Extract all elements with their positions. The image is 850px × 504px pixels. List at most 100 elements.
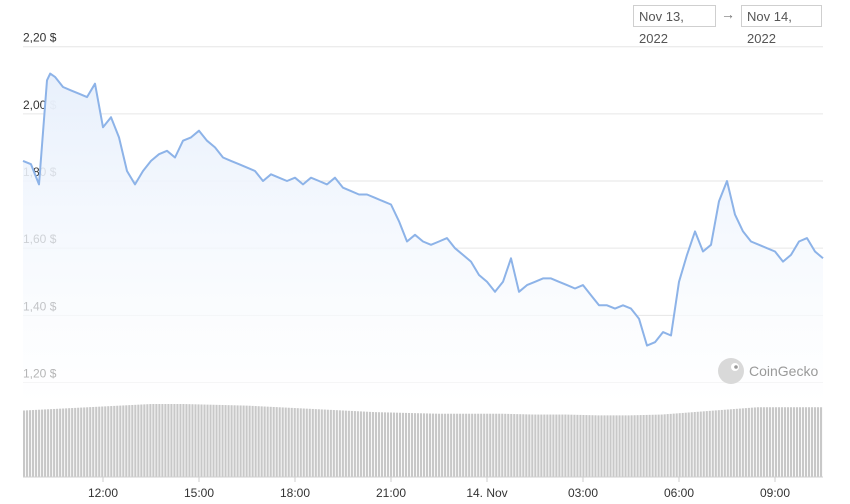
volume-bar: [510, 413, 513, 477]
volume-bar: [612, 415, 615, 477]
volume-bar: [341, 410, 344, 477]
volume-bar: [495, 413, 498, 477]
volume-bar: [774, 407, 777, 477]
volume-bar: [498, 413, 501, 477]
volume-bar: [191, 404, 194, 477]
volume-bar: [750, 407, 753, 477]
volume-bar: [224, 405, 227, 477]
volume-bar: [633, 415, 636, 477]
volume-bar: [245, 405, 248, 477]
price-line: [22, 72, 824, 347]
date-range-to[interactable]: Nov 14, 2022: [741, 5, 822, 46]
volume-bar: [588, 415, 591, 477]
volume-bar: [630, 415, 633, 477]
volume-bar: [723, 409, 726, 477]
volume-bar: [389, 412, 393, 477]
volume-bar: [447, 413, 450, 477]
volume-bar: [386, 412, 390, 477]
volume-bar: [582, 414, 585, 477]
volume-bar: [290, 407, 293, 477]
volume-bar: [248, 405, 251, 477]
volume-bar: [53, 408, 56, 477]
volume-bar: [765, 407, 768, 477]
volume-bar: [600, 415, 603, 477]
volume-bar: [236, 405, 239, 477]
volume-bar: [182, 404, 185, 477]
volume-bar: [615, 415, 618, 477]
volume-bar: [179, 404, 182, 477]
volume-bar: [675, 413, 678, 477]
volume-bar: [188, 404, 191, 477]
volume-bar: [618, 415, 621, 477]
volume-bar: [786, 407, 790, 477]
volume-bar: [23, 410, 26, 477]
volume-bar: [230, 405, 233, 477]
volume-bar: [407, 412, 411, 477]
volume-bar: [71, 408, 74, 477]
volume-bar: [807, 407, 811, 477]
volume-bar: [395, 412, 399, 477]
volume-bar: [477, 413, 480, 477]
volume-bar: [56, 408, 59, 477]
volume-bar: [429, 413, 432, 477]
volume-bar: [116, 405, 119, 477]
coingecko-watermark: CoinGecko: [718, 358, 818, 384]
volume-bar: [344, 410, 347, 477]
volume-bar: [338, 410, 341, 477]
volume-bar: [38, 409, 41, 477]
volume-bar: [335, 410, 338, 477]
volume-bar: [450, 413, 453, 477]
y-tick-label: 2,20 $: [23, 31, 57, 45]
volume-bar: [453, 413, 456, 477]
volume-bar: [257, 406, 260, 477]
x-tick-label: 18:00: [280, 486, 310, 500]
watermark-text: CoinGecko: [749, 363, 818, 379]
volume-bar: [266, 406, 269, 477]
volume-bar: [684, 412, 687, 477]
volume-bar: [158, 404, 161, 477]
arrow-right-icon: →: [721, 6, 735, 22]
volume-bar: [227, 405, 230, 477]
volume-bar: [564, 414, 567, 477]
volume-bar: [293, 408, 296, 477]
volume-bar: [218, 404, 221, 477]
volume-bar: [657, 414, 660, 477]
x-axis-ticks: 12:00 15:00 18:00 21:00 14. Nov 03:00 06:00 09:…: [23, 476, 823, 500]
volume-bar: [768, 407, 771, 477]
volume-bar: [107, 406, 110, 477]
volume-bar: [137, 404, 140, 477]
volume-bar: [98, 406, 101, 477]
volume-bar: [287, 407, 290, 477]
volume-bar: [311, 408, 314, 477]
volume-bar: [74, 407, 77, 477]
volume-bar: [92, 406, 95, 477]
volume-bar: [801, 407, 805, 477]
volume-bar: [68, 408, 71, 477]
x-tick-label: 09:00: [760, 486, 790, 500]
volume-bar: [362, 411, 365, 477]
volume-bar: [570, 414, 573, 477]
volume-bar: [744, 408, 747, 477]
volume-bar: [251, 405, 254, 477]
x-tick-label: 15:00: [184, 486, 214, 500]
volume-bar: [573, 414, 576, 477]
volume-bar: [50, 409, 53, 477]
volume-bar: [540, 414, 543, 477]
volume-bar: [350, 410, 353, 477]
volume-bar: [507, 413, 510, 477]
volume-bar: [504, 413, 507, 477]
volume-bar: [621, 415, 624, 477]
date-range-from[interactable]: Nov 13, 2022: [633, 5, 716, 46]
volume-bar: [215, 404, 218, 477]
x-tick-label: 21:00: [376, 486, 406, 500]
volume-bar: [374, 412, 377, 477]
volume-bar: [125, 405, 128, 477]
volume-bar: [110, 406, 113, 477]
volume-bar: [636, 415, 639, 477]
volume-bar: [32, 410, 35, 477]
volume-bar: [119, 405, 122, 477]
volume-bar: [543, 414, 546, 477]
volume-bar: [59, 408, 62, 477]
x-tick-label: 12:00: [88, 486, 118, 500]
volume-bar: [663, 414, 666, 477]
